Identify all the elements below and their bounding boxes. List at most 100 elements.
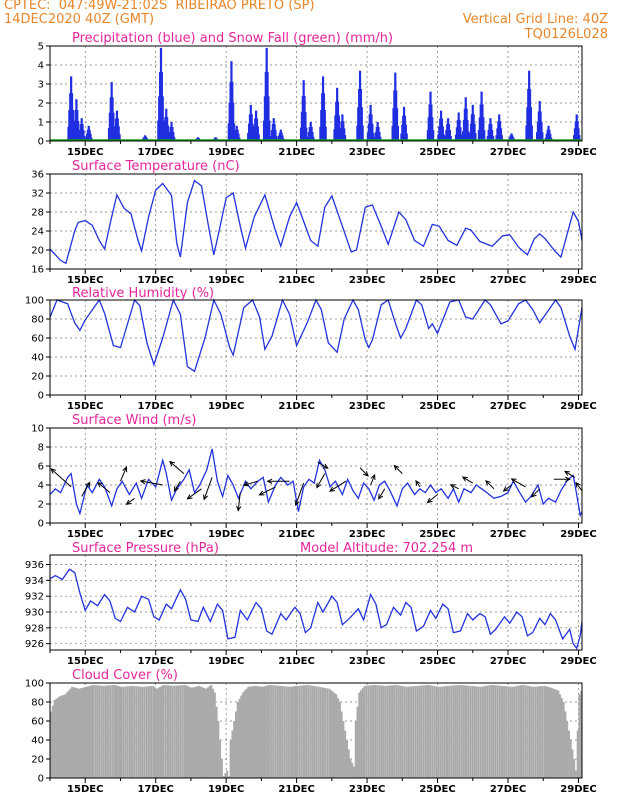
- cloud-bar: [79, 688, 82, 778]
- cloud-bar: [530, 686, 533, 778]
- cloud-bar: [62, 695, 65, 778]
- cloud-bar: [513, 686, 516, 778]
- cloud-bar: [354, 721, 357, 778]
- y-tick-label: 1: [38, 118, 44, 129]
- cloud-bar: [509, 686, 512, 778]
- cloud-bar: [60, 695, 63, 778]
- cloud-bar: [291, 686, 294, 778]
- series-line: [49, 298, 583, 373]
- precip-bar: [460, 134, 463, 141]
- y-tick-label: 80: [31, 698, 44, 709]
- cloud-bar: [187, 686, 190, 778]
- y-tick-label: 0: [38, 137, 44, 148]
- cloud-bar: [465, 685, 468, 778]
- precip-bar: [311, 131, 314, 141]
- precip-bar: [405, 133, 408, 141]
- cloud-bar: [548, 687, 551, 778]
- cloud-bar: [519, 685, 522, 778]
- cloud-bar: [201, 687, 204, 778]
- cloud-bar: [462, 685, 465, 778]
- precip-bar: [251, 123, 254, 141]
- cloud-bar: [285, 686, 288, 778]
- cloud-bar: [562, 702, 565, 778]
- cloud-bar: [190, 687, 193, 778]
- wind-arrow: [359, 467, 369, 477]
- cloud-bar: [263, 686, 266, 778]
- cloud-bar: [118, 686, 121, 778]
- y-tick-label: 60: [31, 334, 44, 345]
- cloud-bar: [300, 685, 303, 778]
- cloud-bar: [496, 685, 499, 778]
- precip-bar: [378, 131, 381, 141]
- wind-arrow: [169, 461, 185, 474]
- wind-arrow-head: [530, 491, 537, 498]
- precip-bar: [371, 123, 374, 141]
- wind-arrow: [378, 488, 386, 500]
- cloud-bar: [179, 685, 182, 778]
- cloud-bar: [133, 686, 136, 778]
- cloud-bar: [420, 685, 423, 778]
- y-tick-label: 20: [31, 246, 44, 257]
- cloud-bar: [96, 685, 99, 778]
- series-line: [49, 568, 583, 650]
- cloud-bar: [555, 689, 558, 778]
- y-tick-label: 3: [38, 80, 44, 91]
- cloud-bar: [55, 698, 58, 778]
- precip-bar: [578, 135, 581, 141]
- cloud-bar: [395, 684, 398, 778]
- cloud-bar: [576, 730, 579, 778]
- y-tick-label: 16: [31, 265, 44, 276]
- cloud-bar: [543, 685, 546, 778]
- cloud-bar: [181, 685, 184, 778]
- cloud-bar: [384, 685, 387, 778]
- x-tick-label: 21DEC: [278, 401, 314, 412]
- y-tick-label: 928: [25, 623, 44, 634]
- y-tick-label: 6: [38, 462, 44, 473]
- wind-arrow-head: [294, 500, 300, 507]
- cloud-bar: [143, 686, 146, 778]
- x-tick-label: 15DEC: [67, 529, 103, 540]
- panel-1: 16 20 24 28 32 36 15DEC 17DEC 19DEC 21DEC 23DEC 25D…: [31, 159, 596, 286]
- cloud-bar: [192, 687, 195, 778]
- cloud-bar: [222, 776, 225, 778]
- x-tick-label: 27DEC: [490, 529, 526, 540]
- cloud-bar: [319, 687, 322, 778]
- cloud-bar: [122, 686, 125, 778]
- cloud-bar: [145, 686, 148, 778]
- panel-4: 926 928 930 932 934 936 15DEC 17DEC 19DEC 21DEC 23…: [25, 541, 597, 667]
- x-tick-label: 17DEC: [138, 147, 174, 158]
- cloud-bar: [471, 686, 474, 778]
- cloud-bar: [416, 685, 419, 778]
- precip-bar: [305, 127, 308, 141]
- wind-arrow-head: [485, 479, 491, 486]
- wind-arrow: [203, 477, 213, 500]
- cloud-bar: [274, 685, 277, 778]
- cloud-bar: [399, 685, 402, 778]
- wind-arrow-head: [316, 482, 322, 489]
- x-tick-label: 23DEC: [349, 784, 385, 795]
- precip-bar: [343, 128, 346, 141]
- x-tick-label: 25DEC: [419, 784, 455, 795]
- wind-arrow: [370, 474, 376, 486]
- cloud-bar: [279, 685, 282, 778]
- cloud-bar: [503, 686, 506, 778]
- panel-2: 0 20 40 60 80 100 15DEC 17DEC 19DEC 21DEC 23DEC 25D…: [25, 286, 597, 412]
- cloud-bar: [486, 685, 489, 778]
- cloud-bar: [507, 686, 510, 778]
- x-tick-label: 21DEC: [278, 147, 314, 158]
- cloud-bar: [240, 695, 243, 778]
- cloud-bar: [206, 687, 209, 778]
- precip-bar: [71, 109, 75, 141]
- header-model-code: TQ0126L028: [524, 27, 608, 42]
- x-tick-label: 29DEC: [560, 784, 596, 795]
- cloud-bar: [90, 685, 93, 778]
- cloud-bar: [380, 685, 383, 778]
- wind-arrow-head: [173, 486, 179, 493]
- cloud-bar: [309, 685, 312, 778]
- cloud-bar: [557, 690, 560, 778]
- cloud-bar: [517, 685, 520, 778]
- cloud-bar: [534, 686, 537, 778]
- cloud-bar: [347, 749, 350, 778]
- y-tick-label: 32: [31, 189, 44, 200]
- x-tick-label: 21DEC: [278, 784, 314, 795]
